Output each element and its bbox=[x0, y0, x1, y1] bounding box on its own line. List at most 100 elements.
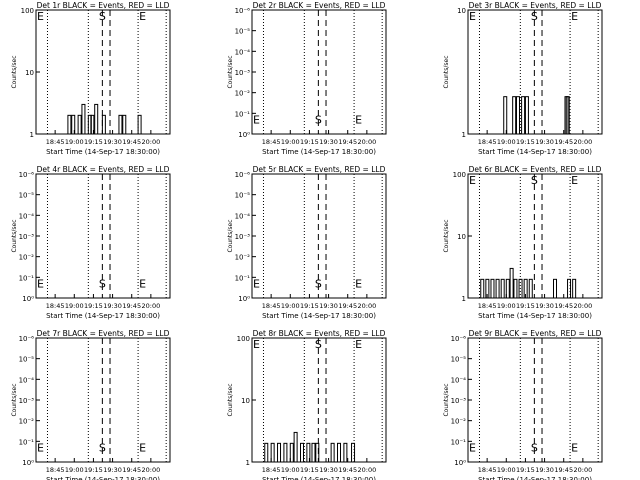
y-tick-label: 10 bbox=[25, 69, 34, 77]
y-axis-label: Counts/sec bbox=[443, 383, 450, 416]
y-tick-label: 10 bbox=[457, 7, 466, 15]
marker-label: E bbox=[571, 174, 578, 187]
data-step bbox=[565, 96, 570, 135]
marker-label: E bbox=[469, 174, 476, 187]
y-axis-label: Counts/sec bbox=[443, 55, 450, 88]
x-tick-label: 19:00 bbox=[497, 138, 516, 146]
x-tick-label: 20:00 bbox=[141, 466, 160, 474]
chart-panel-8: Det 8r BLACK = Events, RED = LLD Counts/s… bbox=[227, 329, 387, 480]
marker-label: E bbox=[571, 441, 578, 454]
marker-label: E bbox=[355, 277, 362, 290]
data-step bbox=[118, 114, 123, 135]
x-tick-label: 18:45 bbox=[478, 302, 497, 310]
marker-label: S bbox=[531, 174, 538, 187]
data-step bbox=[500, 278, 505, 299]
y-tick-label: 10⁻³ bbox=[451, 397, 467, 405]
x-tick-label: 19:15 bbox=[84, 138, 103, 146]
y-tick-label: 10⁻³ bbox=[235, 69, 251, 77]
y-tick-label: 10⁻⁵ bbox=[19, 356, 35, 364]
marker-label: E bbox=[571, 10, 578, 23]
chart-title: Det 9r BLACK = Events, RED = LLD bbox=[469, 329, 602, 338]
x-tick-label: 19:00 bbox=[281, 302, 300, 310]
x-tick-label: 19:45 bbox=[122, 302, 141, 310]
marker-label: E bbox=[37, 10, 44, 23]
y-tick-label: 1 bbox=[30, 131, 34, 139]
y-tick-label: 10⁻⁴ bbox=[19, 212, 35, 220]
data-step bbox=[289, 442, 294, 463]
x-tick-label: 18:45 bbox=[262, 466, 281, 474]
x-tick-label: 19:30 bbox=[103, 138, 122, 146]
marker-label: E bbox=[253, 277, 260, 290]
data-step bbox=[503, 96, 508, 135]
y-tick-label: 100 bbox=[237, 335, 250, 343]
marker-label: S bbox=[99, 277, 106, 290]
y-tick-label: 10⁻² bbox=[19, 254, 35, 262]
y-axis-label: Counts/sec bbox=[11, 383, 18, 416]
chart-panel-3: Det 3r BLACK = Events, RED = LLD Counts/s… bbox=[443, 1, 603, 156]
x-axis-label: Start Time (14-Sep-17 18:30:00) bbox=[262, 476, 376, 480]
data-step bbox=[94, 103, 99, 135]
y-tick-label: 10⁻⁶ bbox=[451, 335, 467, 343]
y-tick-label: 10⁻⁴ bbox=[451, 376, 467, 384]
y-tick-label: 10⁰ bbox=[238, 295, 250, 303]
y-tick-label: 10⁻⁵ bbox=[235, 192, 251, 200]
y-tick-label: 10⁻⁶ bbox=[235, 7, 251, 15]
data-step bbox=[81, 103, 86, 135]
marker-label: E bbox=[355, 338, 362, 351]
x-tick-label: 19:00 bbox=[497, 302, 516, 310]
data-step bbox=[101, 114, 106, 135]
y-tick-label: 10 bbox=[241, 397, 250, 405]
y-tick-label: 10⁻⁵ bbox=[235, 28, 251, 36]
x-axis-label: Start Time (14-Sep-17 18:30:00) bbox=[46, 312, 160, 320]
x-tick-label: 20:00 bbox=[357, 466, 376, 474]
data-step bbox=[137, 114, 142, 135]
marker-label: E bbox=[139, 277, 146, 290]
x-tick-label: 19:45 bbox=[554, 302, 573, 310]
x-axis-label: Start Time (14-Sep-17 18:30:00) bbox=[262, 312, 376, 320]
chart-panel-2: Det 2r BLACK = Events, RED = LLD Counts/s… bbox=[227, 1, 387, 156]
data-step bbox=[77, 114, 82, 135]
x-tick-label: 19:15 bbox=[84, 302, 103, 310]
y-tick-label: 10⁰ bbox=[22, 459, 34, 467]
marker-label: E bbox=[253, 113, 260, 126]
y-axis-label: Counts/sec bbox=[227, 219, 234, 252]
y-tick-label: 10⁻⁴ bbox=[235, 48, 251, 56]
x-tick-label: 20:00 bbox=[573, 302, 592, 310]
x-tick-label: 19:15 bbox=[300, 466, 319, 474]
x-tick-label: 18:45 bbox=[46, 138, 65, 146]
y-tick-label: 10⁻³ bbox=[19, 233, 35, 241]
marker-label: E bbox=[37, 441, 44, 454]
data-step bbox=[343, 442, 348, 463]
y-tick-label: 1 bbox=[246, 459, 250, 467]
x-tick-label: 18:45 bbox=[262, 302, 281, 310]
y-tick-label: 10⁻² bbox=[451, 418, 467, 426]
chart-title: Det 7r BLACK = Events, RED = LLD bbox=[37, 329, 170, 338]
x-tick-label: 19:30 bbox=[319, 138, 338, 146]
y-tick-label: 10⁻² bbox=[235, 90, 251, 98]
x-tick-label: 19:00 bbox=[65, 138, 84, 146]
x-tick-label: 19:30 bbox=[319, 302, 338, 310]
y-tick-label: 10⁻¹ bbox=[19, 438, 35, 446]
x-tick-label: 19:30 bbox=[103, 466, 122, 474]
y-axis-label: Counts/sec bbox=[11, 55, 18, 88]
x-tick-label: 20:00 bbox=[573, 138, 592, 146]
chart-panel-1: Det 1r BLACK = Events, RED = LLD Counts/s… bbox=[11, 1, 171, 156]
y-tick-label: 10⁻⁶ bbox=[235, 171, 251, 179]
y-tick-label: 10⁻⁶ bbox=[19, 335, 35, 343]
y-tick-label: 10⁻³ bbox=[19, 397, 35, 405]
y-tick-label: 100 bbox=[21, 7, 34, 15]
plot-frame bbox=[467, 9, 603, 135]
x-tick-label: 18:45 bbox=[478, 466, 497, 474]
y-tick-label: 10⁻⁴ bbox=[235, 212, 251, 220]
chart-panel-6: Det 6r BLACK = Events, RED = LLD Counts/s… bbox=[443, 165, 603, 320]
chart-title: Det 1r BLACK = Events, RED = LLD bbox=[37, 1, 170, 10]
x-tick-label: 19:30 bbox=[535, 138, 554, 146]
x-tick-label: 19:45 bbox=[122, 466, 141, 474]
y-axis-label: Counts/sec bbox=[443, 219, 450, 252]
data-step bbox=[512, 96, 517, 135]
data-step bbox=[330, 442, 335, 463]
data-step bbox=[306, 442, 311, 463]
marker-label: E bbox=[469, 10, 476, 23]
x-tick-label: 19:45 bbox=[338, 302, 357, 310]
data-step bbox=[67, 114, 72, 135]
